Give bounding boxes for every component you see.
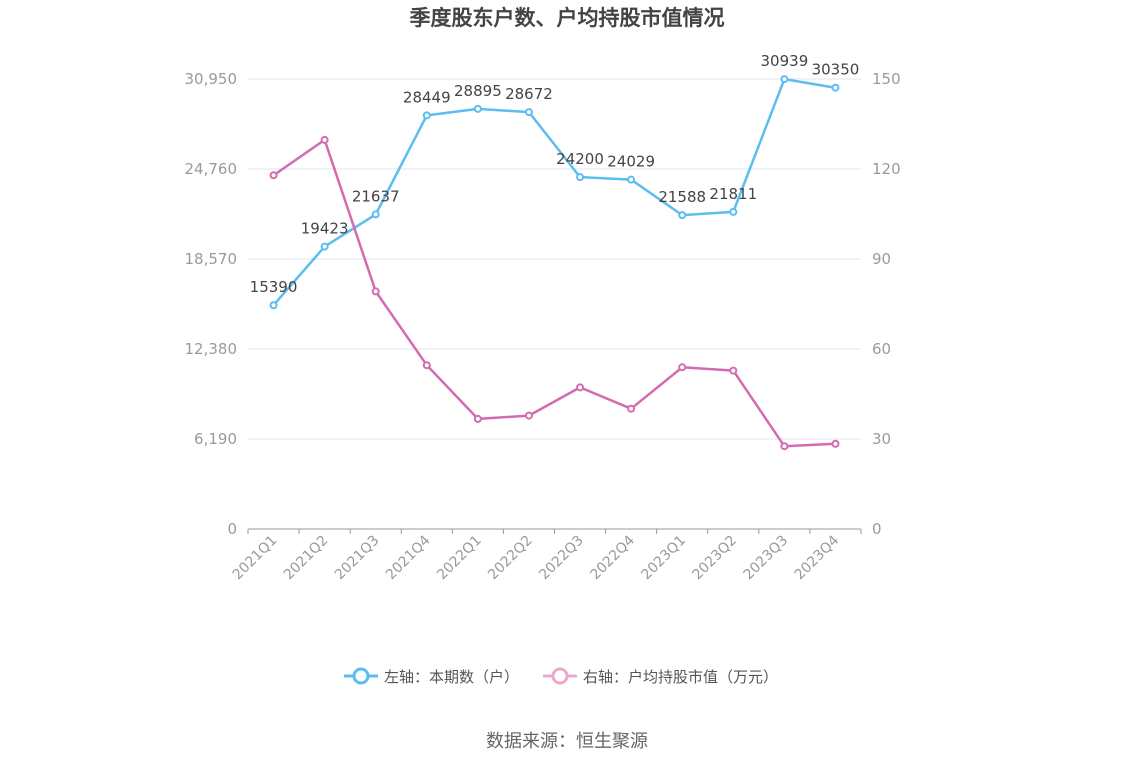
x-tick-label: 2021Q1 [230, 533, 281, 584]
data-point [576, 173, 585, 182]
data-label: 21588 [658, 188, 706, 206]
data-label: 30350 [812, 61, 860, 79]
data-point [780, 75, 789, 84]
data-point [524, 108, 533, 117]
x-tick-label: 2023Q4 [792, 532, 843, 583]
data-point [576, 383, 585, 392]
chart-title: 季度股东户数、户均持股市值情况 [410, 6, 725, 30]
data-point [320, 135, 329, 144]
data-label: 15390 [250, 278, 298, 296]
legend-item[interactable]: 左轴：本期数（户） [344, 667, 519, 686]
left-tick-label: 30,950 [185, 70, 238, 88]
left-tick-label: 0 [227, 520, 237, 538]
data-point [729, 366, 738, 375]
data-point [524, 411, 533, 420]
series-line [272, 138, 836, 448]
legend-label: 左轴：本期数（户） [384, 668, 519, 686]
data-point [269, 171, 278, 180]
source-note: 数据来源：恒生聚源 [486, 731, 648, 752]
data-point [831, 83, 840, 92]
legend-marker [352, 667, 370, 685]
right-tick-label: 90 [872, 250, 891, 268]
right-tick-label: 0 [872, 520, 882, 538]
legend-label: 右轴：户均持股市值（万元） [583, 668, 778, 686]
left-tick-label: 12,380 [185, 340, 238, 358]
data-label: 24200 [556, 150, 604, 168]
x-tick-label: 2021Q3 [332, 533, 383, 584]
data-point [422, 361, 431, 370]
data-point [473, 414, 482, 423]
right-tick-label: 60 [872, 340, 891, 358]
x-tick-label: 2023Q3 [741, 533, 792, 584]
right-tick-label: 120 [872, 160, 901, 178]
data-point [320, 242, 329, 251]
left-tick-label: 18,570 [185, 250, 238, 268]
legend[interactable]: 左轴：本期数（户） 右轴：户均持股市值（万元） [344, 667, 778, 686]
data-point [627, 175, 636, 184]
left-tick-label: 24,760 [185, 160, 238, 178]
data-point [473, 104, 482, 113]
data-label: 24029 [607, 153, 655, 171]
data-label: 21811 [709, 185, 757, 203]
data-point [627, 404, 636, 413]
x-tick-label: 2021Q2 [281, 533, 332, 584]
legend-marker [551, 667, 569, 685]
x-tick-label: 2021Q4 [383, 532, 434, 583]
data-point [780, 442, 789, 451]
data-point [678, 363, 687, 372]
right-tick-label: 30 [872, 430, 891, 448]
data-point [371, 210, 380, 219]
x-tick-label: 2022Q2 [485, 533, 536, 584]
data-point [422, 111, 431, 120]
data-label: 28449 [403, 88, 451, 106]
legend-item[interactable]: 右轴：户均持股市值（万元） [543, 667, 778, 686]
data-label: 19423 [301, 220, 349, 238]
x-tick-label: 2022Q3 [536, 533, 587, 584]
grid [248, 78, 861, 440]
x-tick-label: 2023Q1 [638, 533, 689, 584]
right-tick-label: 150 [872, 70, 901, 88]
x-tick-label: 2022Q1 [434, 533, 485, 584]
data-point [371, 287, 380, 296]
data-point [269, 301, 278, 310]
data-label: 21637 [352, 187, 400, 205]
data-point [831, 439, 840, 448]
data-label: 28672 [505, 85, 553, 103]
right-axis: 0 30 60 90 120 150 [872, 70, 901, 538]
x-tick-label: 2023Q2 [690, 533, 741, 584]
left-axis: 0 6,190 12,380 18,570 24,760 30,950 [185, 70, 238, 538]
data-label: 28895 [454, 82, 502, 100]
x-axis: 2021Q1 2021Q2 2021Q3 2021Q4 2022Q1 2022Q2 2022… [230, 528, 862, 584]
series-line [272, 77, 836, 307]
data-point [678, 211, 687, 220]
left-tick-label: 6,190 [194, 430, 237, 448]
x-tick-label: 2022Q4 [587, 532, 638, 583]
data-point [729, 207, 738, 216]
data-label: 30939 [761, 52, 809, 70]
